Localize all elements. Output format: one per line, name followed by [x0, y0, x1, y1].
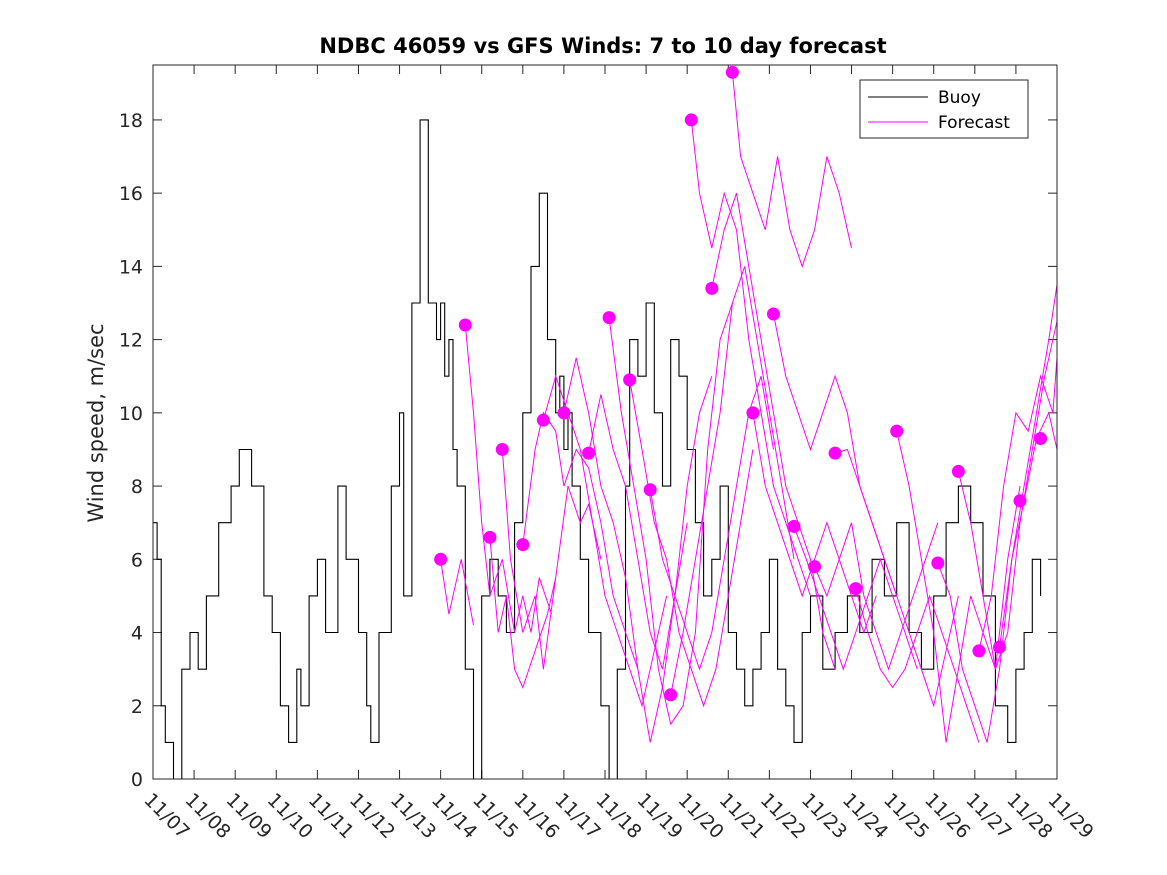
legend-box: [859, 79, 1029, 139]
forecast-line-24: [957, 321, 1058, 670]
x-tick-label: 11/13: [386, 789, 440, 843]
forecast-start-marker: [582, 446, 596, 460]
forecast-line-20: [834, 448, 959, 708]
y-tick-label: 4: [131, 623, 143, 645]
forecast-start-marker: [643, 483, 657, 497]
forecast-start-marker: [516, 538, 530, 552]
forecast-start-marker: [808, 560, 822, 574]
x-tick-label: 11/17: [550, 789, 604, 843]
x-tick-label: 11/27: [961, 789, 1015, 843]
forecast-start-marker: [458, 318, 472, 332]
forecast-line-26: [999, 411, 1058, 648]
x-tick-label: 11/26: [920, 789, 974, 843]
forecast-line-16: [752, 412, 877, 635]
x-tick-label: 11/10: [263, 789, 317, 843]
legend-forecast-label: Forecast: [938, 113, 1010, 133]
x-tick-label: 11/22: [756, 789, 810, 843]
forecast-start-marker: [664, 688, 678, 702]
x-tick-label: 11/14: [427, 789, 481, 843]
forecast-series: [440, 72, 1058, 743]
forecast-line-13: [690, 119, 811, 597]
forecast-line-4: [501, 449, 602, 670]
x-tick-label: 11/18: [591, 789, 645, 843]
forecast-line-9: [608, 302, 733, 726]
forecast-markers: [434, 65, 1048, 702]
x-tick-label: 11/08: [181, 789, 235, 843]
forecast-line-2: [464, 324, 553, 633]
forecast-line-8: [588, 376, 713, 670]
forecast-line-12: [670, 266, 795, 695]
x-tick-label: 11/28: [1002, 789, 1056, 843]
forecast-line-1: [440, 559, 474, 626]
x-tick-label: 11/24: [838, 789, 892, 843]
forecast-start-marker: [483, 530, 497, 544]
y-tick-label: 6: [131, 549, 143, 571]
y-tick-label: 0: [131, 769, 143, 791]
forecast-start-marker: [951, 464, 965, 478]
forecast-start-marker: [766, 307, 780, 321]
legend: Buoy Forecast: [859, 79, 1029, 139]
forecast-line-7: [563, 357, 688, 743]
y-tick-label: 10: [119, 403, 143, 425]
forecast-start-marker: [828, 446, 842, 460]
y-tick-label: 8: [131, 476, 143, 498]
x-tick-label: 11/29: [1043, 789, 1097, 843]
x-tick-label: 11/20: [674, 789, 728, 843]
x-tick-label: 11/07: [139, 789, 193, 843]
y-tick-label: 14: [119, 256, 143, 278]
x-tick-label: 11/11: [304, 789, 358, 843]
chart-title: NDBC 46059 vs GFS Winds: 7 to 10 day for…: [319, 34, 886, 58]
forecast-start-marker: [1034, 431, 1048, 445]
x-tick-label: 11/21: [715, 789, 769, 843]
forecast-line-6: [542, 374, 668, 708]
forecast-start-marker: [705, 281, 719, 295]
buoy-line: [153, 119, 1042, 780]
plot-area: [153, 65, 1057, 779]
forecast-start-marker: [602, 311, 616, 325]
forecast-line-23: [937, 284, 1058, 743]
x-tick-label: 11/25: [879, 789, 933, 843]
axes-box: [152, 64, 1058, 780]
forecast-start-marker: [557, 406, 571, 420]
forecast-start-marker: [536, 413, 550, 427]
forecast-line-22: [896, 431, 1021, 743]
x-tick-label: 11/23: [797, 789, 851, 843]
y-tick-label: 18: [119, 110, 143, 132]
forecast-start-marker: [931, 556, 945, 570]
forecast-start-marker: [684, 113, 698, 127]
forecast-line-15: [731, 72, 852, 268]
y-tick-label: 16: [119, 183, 143, 205]
forecast-start-marker: [972, 644, 986, 658]
forecast-line-3: [489, 537, 557, 689]
forecast-start-marker: [992, 640, 1006, 654]
y-axis-label: Wind speed, m/sec: [84, 323, 108, 522]
x-tick-label: 11/15: [468, 789, 522, 843]
forecast-start-marker: [890, 424, 904, 438]
forecast-line-19: [814, 522, 939, 671]
forecast-line-11: [649, 376, 774, 671]
forecast-start-marker: [1013, 494, 1027, 508]
forecast-start-marker: [849, 582, 863, 596]
forecast-line-10: [629, 379, 754, 708]
forecast-line-21: [855, 588, 980, 743]
forecast-start-marker: [725, 65, 739, 79]
forecast-start-marker: [495, 442, 509, 456]
y-tick-label: 2: [131, 696, 143, 718]
y-tick-label: 12: [119, 330, 143, 352]
x-tick-label: 11/16: [509, 789, 563, 843]
forecast-start-marker: [623, 373, 637, 387]
x-tick-label: 11/12: [345, 789, 399, 843]
forecast-line-18: [793, 526, 918, 671]
forecast-line-25: [978, 357, 1058, 651]
forecast-start-marker: [787, 519, 801, 533]
buoy-series: [153, 119, 1042, 780]
x-tick-label: 11/19: [633, 789, 687, 843]
forecast-start-marker: [434, 552, 448, 566]
legend-buoy-label: Buoy: [938, 88, 981, 108]
forecast-start-marker: [746, 406, 760, 420]
x-tick-label: 11/09: [222, 789, 276, 843]
